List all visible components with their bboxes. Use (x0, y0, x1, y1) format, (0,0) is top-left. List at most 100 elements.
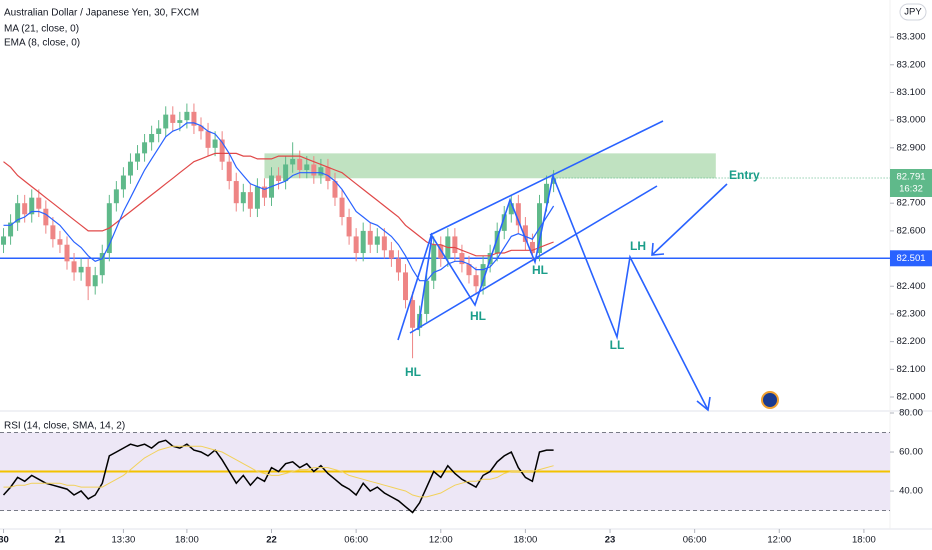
x-tick-label: 18:00 (175, 535, 199, 546)
candle-body (156, 128, 162, 134)
candle-body (438, 244, 444, 259)
candle-body (64, 244, 70, 262)
candle-body (22, 203, 28, 215)
candle-body (431, 244, 437, 281)
candle-body (50, 225, 56, 240)
candle-body (198, 125, 204, 132)
candle-body (219, 139, 225, 162)
rsi-sma-line (3, 445, 554, 498)
drawings: HL HL HL LH LL Entry (397, 120, 779, 412)
annotation: LH (630, 239, 646, 253)
y-tick-label: 60.00 (899, 447, 923, 458)
x-tick-label: 23 (605, 535, 616, 546)
candle-body (113, 189, 119, 204)
candle-body (205, 131, 211, 148)
zone (264, 153, 716, 179)
candle-body (395, 258, 401, 273)
candle-body (191, 111, 197, 126)
y-tick-label: 82.400 (896, 281, 925, 292)
hline-price-box (890, 250, 932, 267)
y-tick-label: 83.000 (896, 115, 925, 126)
candle-body (494, 230, 500, 254)
candle-body (127, 161, 133, 176)
candle-body (544, 183, 550, 204)
y-tick-label: 82.100 (896, 364, 925, 375)
candle-body (473, 275, 479, 287)
y-tick-label: 40.00 (899, 486, 923, 497)
annotation: LL (610, 338, 625, 352)
zigzag (417, 173, 709, 411)
candle-body (163, 114, 169, 129)
flag-icon[interactable] (761, 391, 779, 409)
entry-arrow-head (651, 242, 665, 256)
candle-body (339, 197, 345, 218)
candle-body (261, 186, 267, 198)
candle-body (233, 181, 239, 204)
candle-body (78, 266, 84, 273)
candle-body (388, 250, 394, 259)
candle-body (226, 161, 232, 182)
legend-entry: EMA (8, close, 0) (4, 38, 80, 49)
candle-body (240, 192, 246, 204)
entry-arrow (651, 183, 728, 256)
y-tick-label: 83.200 (896, 59, 925, 70)
candle-body (92, 275, 98, 287)
ma-line (3, 152, 554, 257)
currency-badge[interactable] (899, 3, 927, 21)
candle-body (15, 203, 21, 223)
y-tick-label: 80.00 (899, 408, 923, 419)
hline-price: 82.501 (896, 253, 925, 264)
candle-body (403, 272, 409, 301)
candle-body (170, 114, 176, 123)
candle-body (290, 158, 296, 165)
candle-body (459, 253, 465, 265)
candle-body (353, 236, 359, 254)
candle-body (374, 236, 380, 245)
channel-left (397, 232, 433, 341)
last-price-box (890, 169, 932, 198)
bg-layer (0, 0, 932, 530)
candle-body (184, 111, 190, 121)
candle-body (120, 175, 126, 190)
y-tick-label: 83.300 (896, 32, 925, 43)
candle-body (99, 253, 105, 276)
candle-body (177, 120, 183, 123)
ma-line (3, 122, 555, 282)
x-tick-label: 21 (55, 535, 66, 546)
candle-body (424, 280, 430, 314)
candle-body (142, 142, 148, 154)
annotation: Entry (729, 168, 760, 182)
candle-body (381, 236, 387, 251)
candle-body (8, 222, 14, 237)
x-tick-label: 30 (0, 535, 9, 546)
candle-body (466, 264, 472, 276)
y-tick-label: 82.600 (896, 225, 925, 236)
x-tick-label: 12:00 (429, 535, 453, 546)
candle-body (71, 261, 77, 273)
y-tick-label: 82.900 (896, 142, 925, 153)
candle-body (318, 167, 324, 176)
candle-body (360, 230, 366, 254)
x-tick-label: 06:00 (344, 535, 368, 546)
candle-body (276, 175, 282, 182)
candle-body (367, 230, 373, 245)
candle-body (508, 203, 514, 215)
candle-body (346, 217, 352, 237)
legend-entry: RSI (14, close, SMA, 14, 2) (4, 421, 125, 432)
x-tick-label: 18:00 (852, 535, 876, 546)
candle-body (325, 167, 331, 182)
candle-body (501, 214, 507, 231)
x-tick-label: 12:00 (767, 535, 791, 546)
rsi-line (2, 439, 554, 514)
y-tick-label: 82.300 (896, 308, 925, 319)
x-tick-label: 22 (266, 535, 277, 546)
channel-upper (429, 120, 664, 236)
y-tick-label: 82.200 (896, 336, 925, 347)
candle-body (522, 225, 528, 242)
countdown: 16:32 (899, 184, 923, 195)
candle-body (515, 203, 521, 226)
arrow-head (696, 396, 711, 412)
candle-body (297, 158, 303, 170)
y-tick-label: 82.000 (896, 392, 925, 403)
